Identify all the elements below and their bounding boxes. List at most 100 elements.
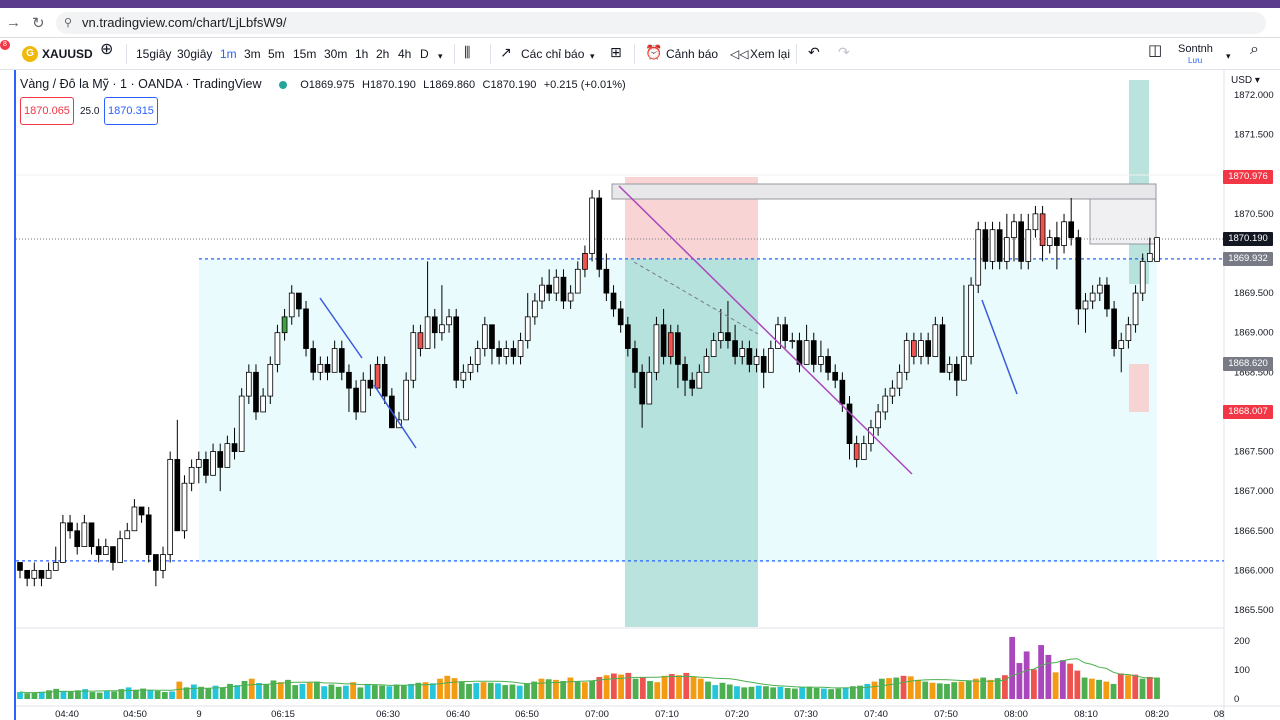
search-icon[interactable]: ⌕ (1250, 41, 1259, 58)
volume-bar (306, 682, 313, 699)
price-tick-label: 1867.000 (1234, 486, 1274, 497)
candle-body (946, 363, 953, 373)
candle-body (374, 363, 381, 389)
volume-bar (415, 682, 422, 699)
compare-add-icon[interactable]: ⊕ (100, 41, 114, 58)
volume-bar (610, 673, 617, 699)
interval-5m[interactable]: 5m (268, 47, 285, 61)
interval-3m[interactable]: 3m (244, 47, 261, 61)
candle-body (231, 443, 238, 452)
layout-panel-icon[interactable]: ◫ (1148, 42, 1163, 59)
volume-bar (400, 685, 407, 699)
interval-1m[interactable]: 1m (220, 47, 237, 61)
currency-selector[interactable]: USD ▾ (1231, 75, 1260, 86)
candle-body (117, 538, 123, 563)
volume-bar (473, 683, 480, 699)
volume-bar (82, 689, 89, 699)
reload-icon[interactable]: ↻ (32, 15, 45, 32)
volume-bar (987, 679, 994, 699)
interval-15m[interactable]: 15m (293, 47, 317, 61)
candle-body (1075, 237, 1082, 310)
replay-button[interactable]: Xem lại (750, 47, 791, 61)
price-tick-label: 1870.500 (1234, 209, 1274, 220)
interval-1h[interactable]: 1h (355, 47, 369, 61)
candle-body (1104, 284, 1110, 310)
volume-bar (205, 687, 212, 699)
url-field[interactable]: ⚲ vn.tradingview.com/chart/LjLbfsW9/ (56, 12, 1266, 34)
candle-body (1111, 308, 1117, 349)
interval-30m[interactable]: 30m (324, 47, 348, 61)
account-chevron-icon[interactable]: ▾ (1226, 51, 1231, 61)
volume-bar (509, 684, 516, 699)
candle-body (703, 356, 710, 373)
interval-2h[interactable]: 2h (376, 47, 390, 61)
indicators-icon[interactable]: ↗ (500, 44, 512, 60)
indicators-button[interactable]: Các chỉ báo (521, 47, 585, 61)
volume-bar (553, 679, 559, 699)
volume-bar (574, 681, 581, 699)
interval-d[interactable]: D (420, 47, 429, 61)
buy-button[interactable]: 1870.315 (104, 97, 158, 125)
candle-body (789, 340, 796, 343)
user-account-name[interactable]: Sontnh (1178, 43, 1213, 55)
alert-clock-icon[interactable]: ⏰ (645, 44, 663, 60)
candle-body (174, 459, 181, 532)
notification-badge[interactable]: 8 (0, 40, 10, 50)
candle-body (1147, 253, 1153, 262)
alert-button[interactable]: Cảnh báo (666, 47, 719, 61)
candle-body (617, 308, 624, 326)
interval-chevron-icon[interactable]: ▾ (438, 51, 443, 61)
volume-bar (219, 687, 226, 699)
candle-body (410, 332, 417, 381)
volume-bar (857, 685, 863, 699)
legend-title[interactable]: Vàng / Đô la Mỹ · 1 · OANDA · TradingVie… (20, 77, 262, 91)
volume-bar (328, 684, 335, 699)
sell-button[interactable]: 1870.065 (20, 97, 74, 125)
candle-body (24, 569, 30, 579)
candle-body (968, 284, 974, 357)
templates-grid-icon[interactable]: ⊞ (610, 44, 622, 60)
price-chart[interactable]: 1872.000 1871.500 1870.500 1869.500 1869.000… (16, 70, 1280, 720)
time-tick-label: 08:20 (1145, 709, 1169, 720)
time-tick-label: 08:10 (1074, 709, 1098, 720)
candle-body (689, 379, 696, 389)
undo-icon[interactable]: ↶ (808, 44, 820, 60)
candle-body (875, 411, 881, 429)
site-info-icon[interactable]: ⚲ (64, 17, 73, 29)
replay-icon[interactable]: ◁◁ (730, 47, 749, 61)
candle-body (381, 363, 388, 397)
candle-body (739, 348, 746, 357)
candle-body (467, 363, 474, 373)
volume-bar (1132, 674, 1139, 699)
interval-30s[interactable]: 30giây (177, 47, 213, 61)
interval-15s[interactable]: 15giây (136, 47, 172, 61)
time-tick-label: 07:40 (864, 709, 888, 720)
forward-icon[interactable]: → (6, 14, 21, 31)
candle-body (524, 316, 531, 342)
volume-bar (111, 691, 118, 699)
volume-bar (393, 684, 400, 699)
candle-body (1089, 292, 1096, 302)
legend-low: L1869.860 (423, 79, 476, 91)
price-tick-label: 1869.000 (1234, 328, 1274, 339)
candle-body (732, 340, 738, 357)
candle-body (338, 348, 345, 373)
volume-bar (140, 688, 147, 699)
candle-body (1046, 237, 1053, 246)
symbol-search-button[interactable]: XAUUSD (42, 47, 93, 61)
redo-icon[interactable]: ↷ (838, 44, 850, 60)
interval-4h[interactable]: 4h (398, 47, 412, 61)
candle-body (675, 332, 681, 365)
volume-bar (437, 678, 443, 699)
chart-pane[interactable]: 1872.000 1871.500 1870.500 1869.500 1869.000… (14, 70, 1280, 720)
volume-bar (147, 690, 154, 699)
volume-bar (132, 689, 139, 699)
candle-body (860, 443, 867, 460)
volume-bar (1103, 681, 1110, 699)
volume-bar (1146, 676, 1153, 699)
candle-body (474, 348, 481, 365)
volume-bar (907, 676, 914, 699)
candles-icon[interactable]: ⫼ (464, 44, 471, 60)
indicators-chevron-icon[interactable]: ▾ (590, 51, 595, 61)
volume-bar (125, 687, 132, 699)
